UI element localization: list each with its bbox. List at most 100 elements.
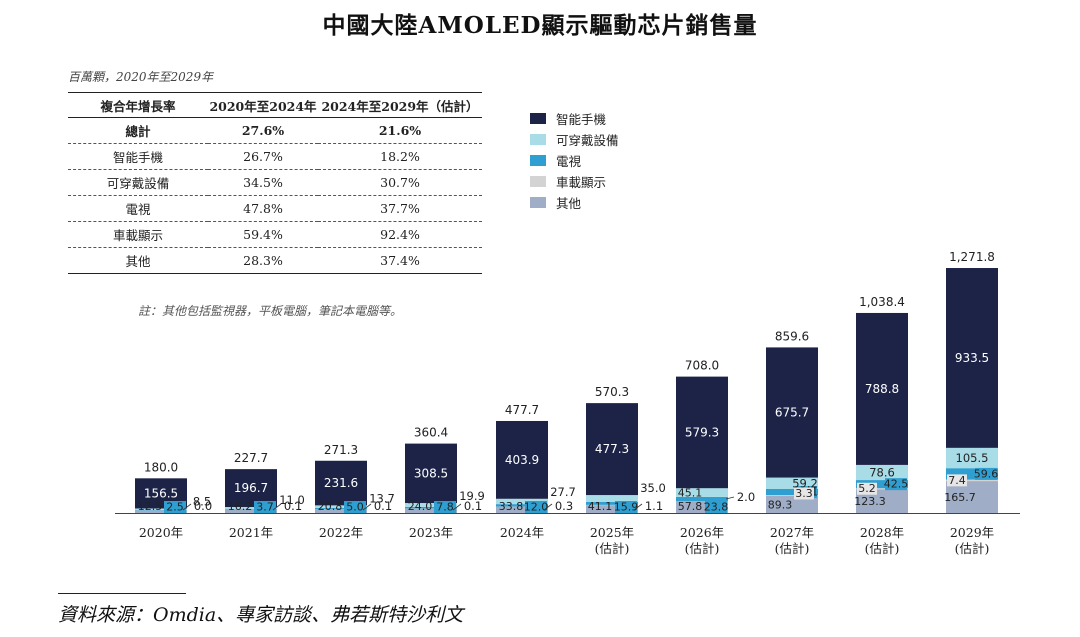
automotive-label-box	[794, 487, 814, 500]
automotive-leader-line	[543, 503, 553, 511]
x-tick-label: 2020年	[139, 525, 183, 540]
automotive-leader-line	[633, 503, 643, 511]
bar-segment-電視	[225, 509, 277, 510]
legend-label: 可穿戴設備	[556, 133, 619, 148]
tv-label-box	[164, 501, 186, 513]
bar-value-label-tv: 2.5	[166, 501, 184, 514]
legend: 智能手機 可穿戴設備 電視 車載顯示 其他	[530, 108, 619, 213]
x-tick-label: 2025年	[590, 525, 634, 540]
legend-swatch	[530, 155, 546, 166]
automotive-label-box	[857, 482, 877, 495]
bar-segment-智能手機	[586, 403, 638, 496]
bar-segment-其他	[405, 508, 457, 513]
bar-value-label-others: 41.1	[588, 500, 613, 513]
cagr-row-label: 總計	[68, 117, 208, 144]
legend-swatch	[530, 176, 546, 187]
x-tick-label: 2024年	[500, 525, 544, 540]
bar-segment-其他	[946, 481, 998, 513]
bar-segment-車載顯示	[766, 495, 818, 496]
tv-label-box	[344, 501, 366, 513]
bar-value-label-tv: 5.0	[346, 501, 364, 514]
cagr-row-value1: 28.3%	[208, 247, 318, 274]
cagr-row-label: 電視	[68, 195, 208, 222]
x-tick-sublabel: (估計)	[775, 541, 810, 556]
bar-segment-可穿戴設備	[946, 447, 998, 469]
bar-value-label-others: 16.2	[228, 500, 253, 513]
bar-total-label: 360.4	[414, 426, 448, 440]
legend-label: 智能手機	[556, 112, 607, 127]
cagr-row-value2: 18.2%	[318, 143, 482, 170]
cagr-row-label: 其他	[68, 247, 208, 274]
tv-label-box	[705, 501, 727, 513]
legend-item-tv: 電視	[530, 150, 619, 171]
bar-segment-其他	[496, 506, 548, 513]
bar-segment-智能手機	[676, 376, 728, 489]
legend-swatch	[530, 113, 546, 124]
cagr-row-label: 車載顯示	[68, 221, 208, 248]
cagr-row-smartphone: 智能手機 26.7% 18.2%	[68, 143, 482, 170]
bar-segment-智能手機	[315, 460, 367, 506]
cagr-row-others: 其他 28.3% 37.4%	[68, 247, 482, 274]
bar-segment-車載顯示	[856, 488, 908, 490]
cagr-row-value2: 30.7%	[318, 169, 482, 196]
tv-label-box	[254, 501, 276, 513]
bar-segment-電視	[766, 488, 818, 496]
bar-value-label-wearable: 11.0	[279, 493, 305, 507]
bar-value-label-others: 89.3	[768, 498, 793, 511]
tv-label-box	[615, 501, 637, 513]
bar-value-label-automotive: 5.2	[858, 482, 876, 495]
cagr-row-value1: 34.5%	[208, 169, 318, 196]
tv-label-box	[885, 478, 907, 491]
bar-value-label-automotive: 0.1	[374, 499, 392, 513]
bar-value-label-others: 24.0	[408, 500, 433, 513]
bar-value-label-automotive: 0.1	[284, 499, 302, 513]
cagr-header-label: 複合年增長率	[68, 92, 208, 118]
bar-segment-其他	[766, 495, 818, 513]
bar-segment-電視	[315, 508, 367, 509]
bar-segment-智能手機	[225, 469, 277, 508]
bar-value-label-smartphone: 675.7	[775, 405, 809, 419]
bar-value-label-others: 33.8	[499, 500, 524, 513]
bar-value-label-smartphone: 579.3	[685, 425, 719, 439]
cagr-row-value2: 37.7%	[318, 195, 482, 222]
bar-value-label-automotive: 0.0	[194, 499, 212, 513]
bar-total-label: 1,038.4	[859, 295, 905, 309]
bar-segment-智能手機	[405, 443, 457, 504]
cagr-row-automotive: 車載顯示 59.4% 92.4%	[68, 221, 482, 248]
x-tick-label: 2028年	[860, 525, 904, 540]
bar-value-label-wearable: 45.1	[678, 487, 703, 500]
bar-segment-電視	[946, 468, 998, 480]
bar-value-label-automotive: 0.1	[464, 499, 482, 513]
bar-segment-電視	[586, 501, 638, 505]
bar-segment-其他	[135, 510, 187, 513]
bar-value-label-smartphone: 788.8	[865, 382, 899, 396]
bar-value-label-wearable: 59.2	[792, 476, 818, 490]
bar-value-label-smartphone: 231.6	[324, 476, 358, 490]
bar-value-label-others: 57.8	[678, 500, 703, 513]
bar-total-label: 859.6	[775, 329, 809, 343]
bar-value-label-automotive: 2.0	[737, 490, 755, 504]
x-tick-sublabel: (估計)	[955, 541, 990, 556]
bar-value-label-tv: 15.9	[614, 501, 639, 514]
bar-segment-車載顯示	[946, 479, 998, 482]
x-tick-label: 2027年	[770, 525, 814, 540]
bar-value-label-others: 12.5	[138, 500, 163, 513]
bar-value-label-smartphone: 477.3	[595, 442, 629, 456]
bar-value-label-wearable: 105.5	[956, 451, 989, 465]
cagr-row-value2: 92.4%	[318, 221, 482, 248]
automotive-leader-line	[725, 496, 735, 500]
cagr-row-value1: 27.6%	[208, 117, 318, 144]
cagr-row-label: 智能手機	[68, 143, 208, 170]
bar-segment-智能手機	[496, 420, 548, 499]
x-tick-label: 2021年	[229, 525, 273, 540]
bar-segment-可穿戴設備	[766, 477, 818, 489]
bar-value-label-automotive: 7.4	[948, 474, 966, 487]
source-text: 資料來源：Omdia、專家訪談、弗若斯特沙利文	[58, 604, 464, 626]
bar-segment-其他	[225, 509, 277, 513]
bar-value-label-automotive: 1.1	[645, 499, 663, 513]
bar-value-label-smartphone: 308.5	[414, 466, 448, 480]
bar-segment-其他	[586, 505, 638, 513]
x-tick-label: 2029年	[950, 525, 994, 540]
automotive-label-box	[947, 474, 967, 487]
bar-segment-可穿戴設備	[225, 507, 277, 510]
